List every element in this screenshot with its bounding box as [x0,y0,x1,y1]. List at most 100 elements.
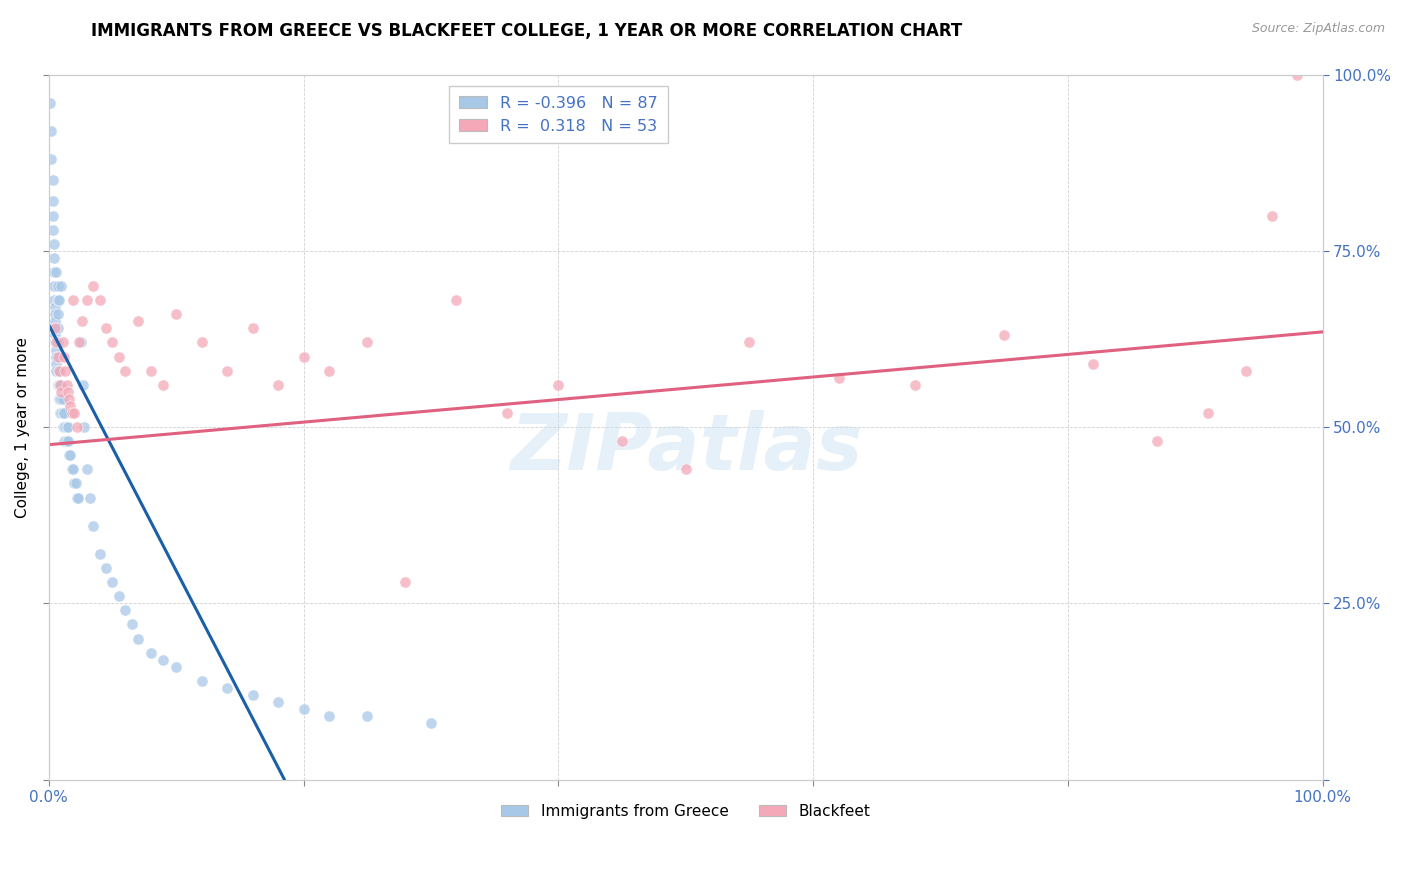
Point [42,293,65,307]
Point [45,357,67,371]
Point [41,194,63,209]
Point [53,406,76,420]
Point [55,434,77,449]
Point [165,307,187,321]
Point [190,335,212,350]
Point [127,632,149,646]
Point [45,350,67,364]
Point [76,293,98,307]
Point [292,702,315,716]
Point [46,350,69,364]
Point [318,364,340,378]
Point [242,688,264,702]
Point [267,695,290,709]
Point [39,124,62,138]
Point [1146,434,1168,449]
Point [53,420,76,434]
Point [63,476,86,491]
Point [547,377,569,392]
Point [60,406,83,420]
Point [59,448,82,462]
Point [114,603,136,617]
Point [79,491,101,505]
Point [44,300,66,314]
Point [67,335,90,350]
Point [356,335,378,350]
Point [66,491,89,505]
Point [67,491,90,505]
Text: IMMIGRANTS FROM GREECE VS BLACKFEET COLLEGE, 1 YEAR OR MORE CORRELATION CHART: IMMIGRANTS FROM GREECE VS BLACKFEET COLL… [91,22,963,40]
Point [48,377,70,392]
Point [69,335,91,350]
Point [446,293,468,307]
Point [44,328,66,343]
Point [44,321,66,335]
Point [51,406,73,420]
Point [76,462,98,476]
Point [45,265,67,279]
Point [1234,364,1257,378]
Point [101,335,124,350]
Point [152,653,174,667]
Point [42,236,65,251]
Legend: Immigrants from Greece, Blackfeet: Immigrants from Greece, Blackfeet [495,797,877,825]
Point [89,547,111,561]
Point [139,364,162,378]
Point [66,420,89,434]
Point [56,434,79,449]
Point [42,265,65,279]
Point [42,279,65,293]
Point [55,377,77,392]
Point [44,335,66,350]
Point [53,434,76,449]
Point [356,709,378,723]
Point [52,392,75,406]
Point [242,321,264,335]
Point [82,279,104,293]
Point [73,420,96,434]
Point [217,681,239,695]
Point [419,716,441,731]
Point [52,420,75,434]
Point [48,364,70,378]
Point [55,420,77,434]
Point [94,561,117,575]
Point [48,392,70,406]
Point [49,364,72,378]
Point [48,350,70,364]
Point [44,321,66,335]
Point [610,434,633,449]
Point [58,448,80,462]
Point [62,462,84,476]
Point [56,384,79,399]
Point [45,343,67,357]
Point [51,392,73,406]
Point [496,406,519,420]
Point [70,314,93,328]
Point [51,377,73,392]
Point [1083,357,1105,371]
Point [165,660,187,674]
Text: Source: ZipAtlas.com: Source: ZipAtlas.com [1251,22,1385,36]
Point [738,335,761,350]
Point [46,321,69,335]
Point [45,335,67,350]
Point [53,434,76,449]
Point [904,377,927,392]
Point [56,420,79,434]
Point [108,589,131,603]
Point [53,364,76,378]
Point [127,314,149,328]
Point [46,307,69,321]
Point [217,364,239,378]
Point [121,617,143,632]
Point [65,476,87,491]
Point [1286,68,1309,82]
Point [101,575,124,590]
Point [89,293,111,307]
Point [318,709,340,723]
Point [1197,406,1219,420]
Point [45,335,67,350]
Point [52,406,75,420]
Point [51,384,73,399]
